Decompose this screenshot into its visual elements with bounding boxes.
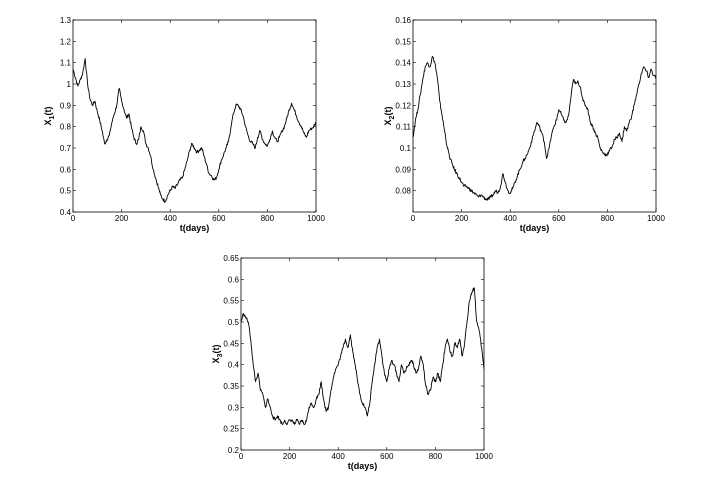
plot-frame bbox=[240, 257, 485, 451]
x-tick-label: 800 bbox=[601, 214, 615, 223]
x-tick-label: 800 bbox=[261, 214, 275, 223]
y-axis-label-subscript: 3 bbox=[217, 353, 224, 357]
y-axis-label: X1(t) bbox=[43, 107, 56, 126]
x-axis-label: t(days) bbox=[180, 223, 210, 233]
y-tick-label: 0.1 bbox=[400, 144, 412, 153]
y-tick-label: 1 bbox=[67, 80, 72, 89]
x-tick-label: 0 bbox=[71, 214, 76, 223]
y-axis-label-suffix: (t) bbox=[211, 345, 221, 354]
y-tick-label: 0.11 bbox=[396, 123, 412, 132]
y-tick-label: 0.35 bbox=[223, 382, 239, 391]
y-axis-label-main: X bbox=[383, 119, 393, 125]
y-tick-label: 0.4 bbox=[228, 361, 240, 370]
y-tick-label: 0.2 bbox=[228, 446, 240, 455]
y-tick-label: 0.7 bbox=[60, 144, 72, 153]
x-axis-label: t(days) bbox=[348, 461, 378, 471]
y-tick-label: 0.45 bbox=[223, 339, 239, 348]
y-tick-label: 0.08 bbox=[395, 187, 411, 196]
y-tick-label: 0.25 bbox=[223, 425, 239, 434]
y-axis-label-suffix: (t) bbox=[43, 107, 53, 116]
chart-x2: 0 200 400 600 800 1000 0.08 0.09 0.1 0.11 0.12 0.13… bbox=[383, 16, 665, 233]
y-tick-label: 0.65 bbox=[223, 254, 239, 263]
y-tick-label: 1.2 bbox=[60, 37, 72, 46]
x-tick-label: 400 bbox=[332, 452, 346, 461]
y-axis-label-subscript: 1 bbox=[49, 115, 56, 119]
x-tick-label: 1000 bbox=[307, 214, 325, 223]
x-axis-label: t(days) bbox=[520, 223, 550, 233]
series-line bbox=[72, 57, 317, 203]
plot-frame bbox=[72, 19, 317, 213]
y-axis-label: X2(t) bbox=[383, 107, 396, 126]
y-axis-label-main: X bbox=[211, 357, 221, 363]
chart-x3: 0 200 400 600 800 1000 0.2 0.25 0.3 0.35 0.4 0.45 0.… bbox=[211, 254, 493, 471]
x-tick-label: 200 bbox=[115, 214, 129, 223]
y-tick-label: 0.5 bbox=[228, 318, 240, 327]
x-tick-label: 600 bbox=[212, 214, 226, 223]
chart-x1: 0 200 400 600 800 1000 0.4 0.5 0.6 0.7 0.8 0.9 1 1.1 1… bbox=[43, 16, 325, 233]
y-tick-label: 1.1 bbox=[60, 59, 72, 68]
y-tick-label: 0.13 bbox=[395, 80, 411, 89]
y-axis-label-suffix: (t) bbox=[383, 107, 393, 116]
y-tick-label: 0.14 bbox=[395, 59, 411, 68]
y-tick-label: 0.16 bbox=[395, 16, 411, 25]
y-tick-label: 0.3 bbox=[228, 403, 240, 412]
y-axis-label: X3(t) bbox=[211, 345, 224, 364]
y-tick-label: 1.3 bbox=[60, 16, 72, 25]
x-tick-label: 200 bbox=[283, 452, 297, 461]
y-tick-label: 0.9 bbox=[60, 101, 72, 110]
series-line bbox=[240, 287, 485, 426]
x-tick-label: 0 bbox=[411, 214, 416, 223]
y-tick-label: 0.09 bbox=[395, 165, 411, 174]
y-tick-label: 0.6 bbox=[60, 165, 72, 174]
x-tick-label: 400 bbox=[164, 214, 178, 223]
y-tick-label: 0.55 bbox=[223, 297, 239, 306]
x-tick-label: 1000 bbox=[475, 452, 493, 461]
y-axis-label-subscript: 2 bbox=[389, 115, 396, 119]
y-tick-label: 0.6 bbox=[228, 275, 240, 284]
x-tick-label: 800 bbox=[429, 452, 443, 461]
x-tick-label: 0 bbox=[239, 452, 244, 461]
series-line bbox=[412, 55, 657, 201]
x-tick-label: 1000 bbox=[647, 214, 665, 223]
y-tick-label: 0.4 bbox=[60, 208, 72, 217]
y-tick-label: 0.15 bbox=[395, 37, 411, 46]
plot-frame bbox=[412, 19, 657, 213]
y-tick-label: 0.5 bbox=[60, 187, 72, 196]
y-tick-label: 0.8 bbox=[60, 123, 72, 132]
y-tick-label: 0.12 bbox=[395, 101, 411, 110]
x-tick-label: 400 bbox=[504, 214, 518, 223]
y-axis-label-main: X bbox=[43, 119, 53, 125]
x-tick-label: 200 bbox=[455, 214, 469, 223]
x-tick-label: 600 bbox=[380, 452, 394, 461]
x-tick-label: 600 bbox=[552, 214, 566, 223]
